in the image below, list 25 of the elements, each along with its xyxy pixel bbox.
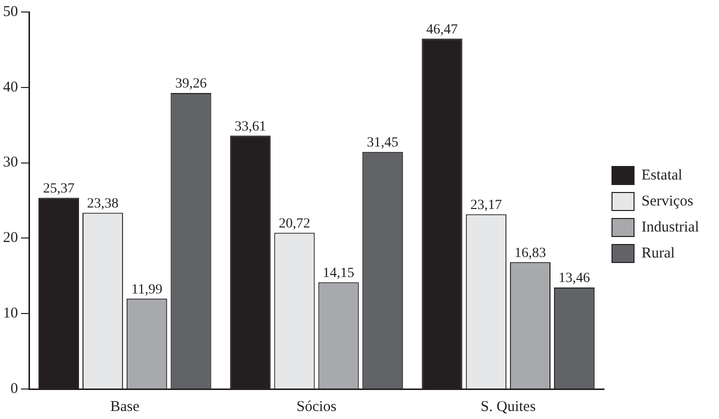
- x-tick-label: Base: [110, 398, 140, 415]
- legend-label: Serviços: [642, 193, 694, 210]
- data-label: 11,99: [131, 282, 162, 298]
- y-tick-label: 30: [3, 154, 18, 171]
- data-label: 16,83: [514, 246, 546, 261]
- y-tick-label: 40: [3, 79, 18, 96]
- data-label: 33,61: [234, 119, 266, 134]
- data-label: 39,26: [175, 76, 207, 92]
- legend-label: Estatal: [642, 167, 682, 184]
- data-label: 20,72: [278, 216, 310, 232]
- data-label: 31,45: [366, 136, 398, 151]
- data-label: 23,17: [470, 198, 502, 213]
- data-label: 23,38: [87, 196, 119, 212]
- y-tick-label: 0: [10, 380, 18, 397]
- x-tick-label: S. Quites: [480, 398, 536, 415]
- data-label: 46,47: [426, 22, 458, 38]
- y-tick-label: 50: [3, 4, 18, 20]
- data-label: 14,15: [322, 266, 354, 281]
- x-tick-label: Sócios: [296, 398, 337, 415]
- legend-label: Rural: [642, 245, 675, 262]
- data-label: 25,37: [42, 181, 74, 196]
- y-tick-label: 10: [3, 306, 18, 322]
- y-tick-label: 20: [3, 230, 18, 246]
- data-label: 13,46: [558, 271, 590, 286]
- legend-label: Industrial: [642, 219, 700, 236]
